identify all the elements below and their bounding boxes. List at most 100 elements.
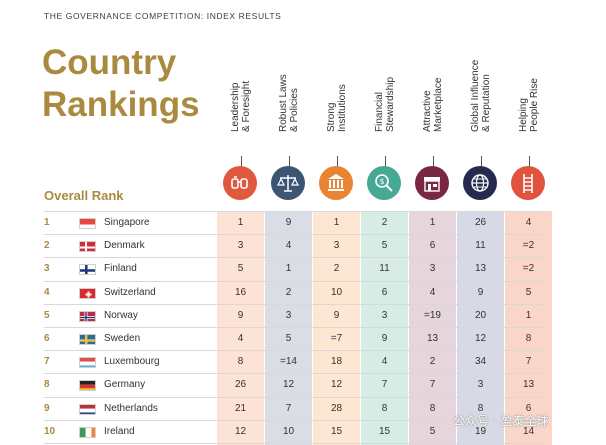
pillar-header-label: Financial Stewardship [373, 76, 396, 132]
pillar-column-bg [457, 211, 504, 445]
pillar-rank-cell: 26 [234, 379, 247, 391]
pillar-header-label: Strong Institutions [325, 84, 348, 132]
pillar-rank-cell: 4 [381, 356, 388, 368]
pillar-rank-cell: 15 [378, 425, 391, 437]
globe-icon [463, 166, 497, 200]
country-name: Netherlands [104, 402, 158, 414]
row-divider [44, 303, 547, 305]
row-divider [44, 327, 547, 328]
rank-number: 10 [44, 425, 56, 437]
pillar-rank-cell: 5 [525, 286, 532, 298]
pillar-rank-cell: 7 [285, 402, 292, 414]
svg-text:$: $ [379, 177, 384, 186]
pillar-rank-cell: 8 [429, 402, 436, 414]
row-divider [44, 234, 547, 236]
pillar-rank-cell: 5 [237, 263, 244, 275]
overall-rank-heading: Overall Rank [44, 188, 124, 203]
country-name: Sweden [104, 333, 141, 344]
pillar-rank-cell: 10 [282, 425, 295, 437]
pillar-rank-cell: 12 [234, 425, 247, 437]
pillar-rank-cell: 8 [525, 333, 532, 344]
country-name: Norway [104, 309, 138, 321]
pillar-column-bg [409, 211, 456, 445]
pillar-rank-cell: 8 [237, 356, 244, 368]
pillar-rank-cell: 5 [429, 425, 436, 437]
row-divider [44, 257, 547, 259]
ladder-icon [511, 166, 545, 200]
pillar-rank-cell: 4 [525, 217, 532, 228]
rank-number: 4 [44, 286, 50, 298]
country-name: Singapore [104, 217, 150, 228]
rank-number: 7 [44, 356, 50, 368]
pillar-header-divider [432, 156, 434, 170]
pillar-header-divider [240, 156, 242, 170]
country-name: Germany [104, 379, 146, 391]
pillar-rank-cell: 6 [429, 240, 436, 252]
rank-number: 6 [44, 333, 50, 344]
pillar-column-bg [217, 211, 264, 445]
pillar-column-bg [505, 211, 552, 445]
pillar-rank-cell: 2 [429, 356, 436, 368]
pillar-header: Financial Stewardship [361, 68, 408, 154]
title-line-1: Country [42, 43, 177, 82]
pillar-header-divider [288, 156, 290, 170]
pillar-rank-cell: =14 [280, 356, 297, 368]
pillar-header: Robust Laws & Policies [265, 68, 312, 154]
pillar-rank-cell: =7 [330, 333, 343, 344]
row-divider [44, 280, 547, 282]
country-name: Luxembourg [104, 356, 160, 368]
netherlands-flag-icon [79, 403, 96, 415]
pillar-rank-cell: 7 [381, 379, 388, 391]
pillar-header-divider [528, 156, 530, 170]
pillar-rank-cell: 14 [522, 425, 535, 437]
pillar-rank-cell: 12 [330, 379, 343, 391]
singapore-flag-icon [79, 218, 96, 229]
germany-flag-icon [79, 380, 96, 392]
finland-flag-icon [79, 264, 96, 276]
pillar-column-bg [361, 211, 408, 445]
pillar-rank-cell: =19 [424, 309, 441, 321]
pillar-rank-cell: 16 [234, 286, 247, 298]
switzerland-flag-icon [79, 287, 96, 299]
pillar-header-label: Global Influence & Reputation [469, 59, 492, 132]
pillar-rank-cell: 4 [429, 286, 436, 298]
pillar-rank-cell: 21 [234, 402, 247, 414]
pillar-rank-cell: 5 [381, 240, 388, 252]
pillar-rank-cell: 13 [426, 333, 439, 344]
institution-icon [319, 166, 353, 200]
pillar-header-divider [336, 156, 338, 170]
pillar-header: Leadership & Foresight [217, 68, 264, 154]
rank-number: 8 [44, 379, 50, 391]
pillar-header-divider [480, 156, 482, 170]
pillar-rank-cell: 26 [474, 217, 487, 228]
pillar-header-label: Robust Laws & Policies [277, 74, 300, 132]
pillar-rank-cell: 9 [333, 309, 340, 321]
pillar-rank-cell: 3 [381, 309, 388, 321]
pillar-rank-cell: =2 [522, 263, 535, 275]
country-name: Switzerland [104, 286, 156, 298]
country-name: Finland [104, 263, 137, 275]
pillar-rank-cell: 8 [381, 402, 388, 414]
pillar-rank-cell: 15 [330, 425, 343, 437]
scales-icon [271, 166, 305, 200]
pillar-rank-cell: 1 [429, 217, 436, 228]
pillar-rank-cell: 3 [237, 240, 244, 252]
pillar-header-label: Leadership & Foresight [229, 80, 252, 132]
pillar-rank-cell: 5 [285, 333, 292, 344]
row-divider [44, 396, 547, 398]
pillar-header: Helping People Rise [505, 68, 552, 154]
pillar-rank-cell: 7 [429, 379, 436, 391]
pillar-rank-cell: 2 [333, 263, 340, 275]
pillar-rank-cell: 19 [474, 425, 487, 437]
denmark-flag-icon [79, 241, 96, 253]
money-search-icon: $ [367, 166, 401, 200]
report-section-label: THE GOVERNANCE COMPETITION: INDEX RESULT… [44, 11, 282, 21]
pillar-rank-cell: 1 [285, 263, 292, 275]
pillar-rank-cell: 3 [285, 309, 292, 321]
pillar-rank-cell: =2 [522, 240, 535, 252]
country-name: Denmark [104, 240, 145, 252]
storefront-icon [415, 166, 449, 200]
pillar-rank-cell: 9 [477, 286, 484, 298]
rank-number: 2 [44, 240, 50, 252]
pillar-rank-cell: 18 [330, 356, 343, 368]
